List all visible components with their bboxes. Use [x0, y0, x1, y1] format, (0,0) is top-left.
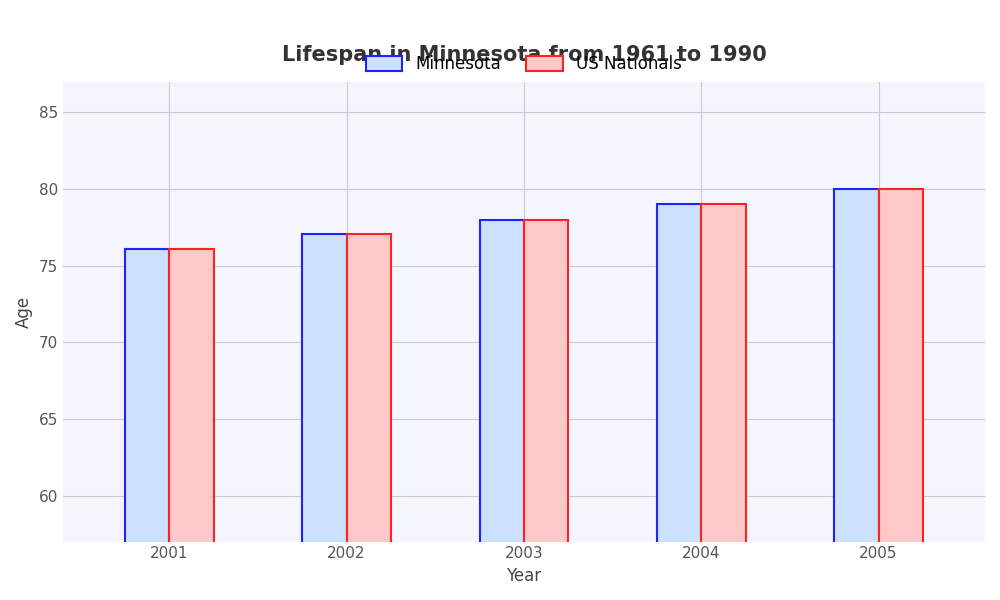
Bar	[302, 233, 347, 600]
Bar	[879, 189, 923, 600]
Bar	[347, 233, 391, 600]
Title: Lifespan in Minnesota from 1961 to 1990: Lifespan in Minnesota from 1961 to 1990	[282, 45, 766, 65]
Bar	[125, 249, 169, 600]
Y-axis label: Age: Age	[15, 296, 33, 328]
X-axis label: Year: Year	[506, 567, 541, 585]
Bar	[480, 220, 524, 600]
Bar	[169, 249, 214, 600]
Bar	[834, 189, 879, 600]
Bar	[701, 205, 746, 600]
Legend: Minnesota, US Nationals: Minnesota, US Nationals	[359, 49, 689, 80]
Bar	[657, 205, 701, 600]
Bar	[524, 220, 568, 600]
